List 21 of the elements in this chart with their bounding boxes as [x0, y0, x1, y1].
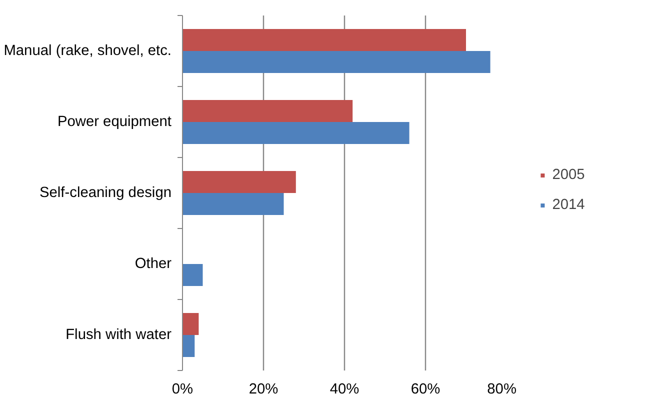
bar: [182, 122, 410, 144]
bar: [182, 193, 284, 216]
legend-label: 2014: [552, 197, 585, 213]
bar: [182, 28, 466, 51]
bar: [182, 170, 296, 193]
y-tick-label: Manual (rake, shovel, etc.: [4, 43, 172, 59]
bar: [182, 264, 203, 286]
y-tick-label: Flush with water: [66, 327, 172, 343]
bar: [182, 51, 490, 74]
x-tick-label: 20%: [248, 382, 278, 398]
x-tick-label: 60%: [410, 382, 440, 398]
x-tick-label: 0%: [172, 382, 194, 398]
legend-label: 2005: [552, 167, 585, 183]
y-tick-label: Self-cleaning design: [40, 185, 172, 201]
bar: [182, 100, 353, 122]
x-tick-label: 80%: [487, 382, 517, 398]
bar: [182, 335, 195, 358]
bar: [182, 312, 199, 335]
y-tick-label: Other: [134, 256, 172, 272]
y-tick-label: Power equipment: [57, 114, 172, 130]
x-tick-label: 40%: [330, 382, 360, 398]
